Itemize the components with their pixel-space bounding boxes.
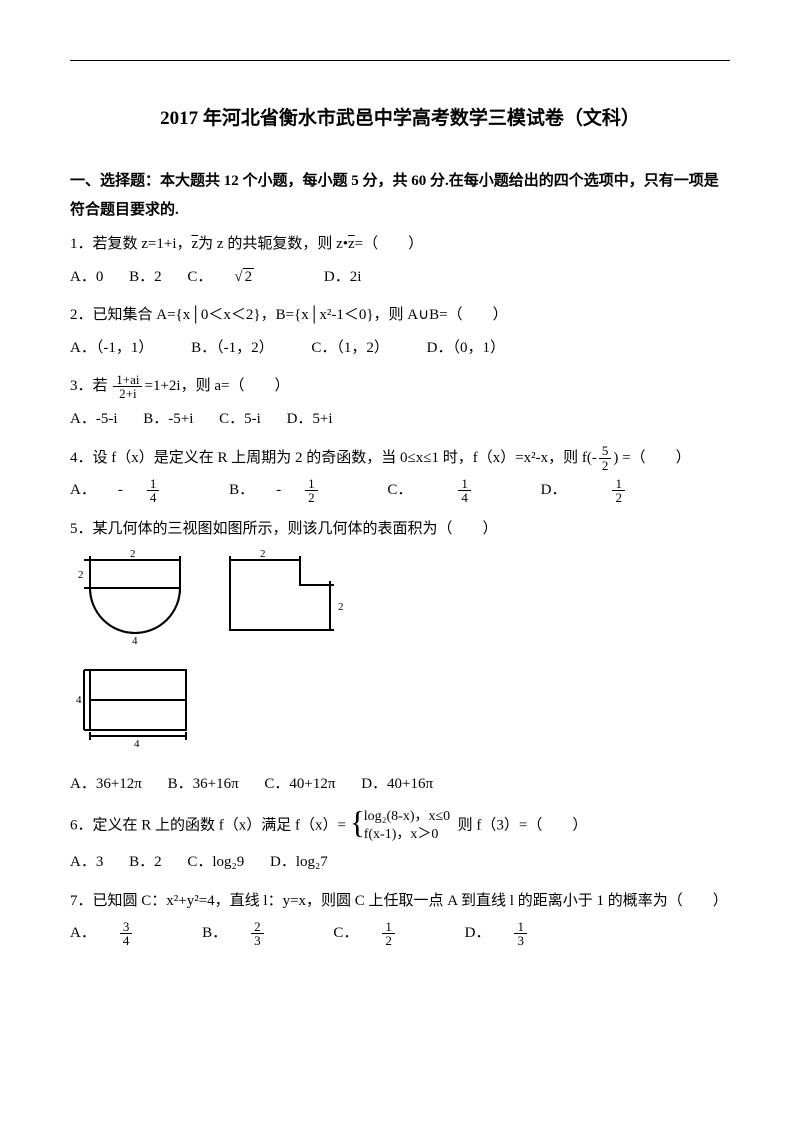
question-1: 1．若复数 z=1+i，z为 z 的共轭复数，则 z•z=（ ） <box>70 230 730 259</box>
q3-opt-b: B．-5+i <box>143 411 193 427</box>
q1-stem-a: 1．若复数 z=1+i， <box>70 236 192 252</box>
q4-fnum: 5 <box>599 444 612 459</box>
q2-options: A．（-1，1） B．（-1，2） C．（1，2） D．（0，1） <box>70 334 730 363</box>
q3-eq: =1+2i <box>144 378 180 394</box>
q5-options: A．36+12π B．36+16π C．40+12π D．40+16π <box>70 770 730 799</box>
q4-fcall: f(-52) <box>582 450 622 466</box>
q6-stem-b: 则 f（3）=（ ） <box>458 818 588 834</box>
q3-stem-b: ，则 a=（ ） <box>181 378 290 394</box>
svg-text:4: 4 <box>134 738 140 750</box>
three-view-figure: 2 2 4 2 2 4 4 <box>70 550 350 760</box>
piecewise-icon: { log₂(8-x)，x≤0 f(x-1)，x＞0 <box>350 808 450 844</box>
q5-opt-a: A．36+12π <box>70 776 142 792</box>
q3-options: A．-5-i B．-5+i C．5-i D．5+i <box>70 405 730 434</box>
z-bar-icon: z <box>348 236 355 252</box>
q6-opt-b: B．2 <box>129 854 162 870</box>
sqrt-icon: √2 <box>234 263 276 292</box>
q5-opt-b: B．36+16π <box>168 776 239 792</box>
q4-fden: 2 <box>599 459 612 473</box>
q3-opt-d: D．5+i <box>287 411 333 427</box>
question-4: 4．设 f（x）是定义在 R 上周期为 2 的奇函数，当 0≤x≤1 时，f（x… <box>70 444 730 473</box>
page-title: 2017 年河北省衡水市武邑中学高考数学三模试卷（文科） <box>70 101 730 137</box>
q1-stem-b: 为 z 的共轭复数，则 z• <box>198 236 348 252</box>
q2-opt-b: B．（-1，2） <box>191 340 274 356</box>
q6-opt-a: A．3 <box>70 854 103 870</box>
question-3: 3．若 1+ai 2+i =1+2i，则 a=（ ） <box>70 372 730 401</box>
q6-opt-c: C．log₂9 <box>187 854 244 870</box>
section-1-heading: 一、选择题：本大题共 12 个小题，每小题 5 分，共 60 分.在每小题给出的… <box>70 167 730 224</box>
q4-stem-a: 4．设 f（x）是定义在 R 上周期为 2 的奇函数，当 0≤x≤1 时，f（x… <box>70 450 578 466</box>
svg-text:2: 2 <box>338 601 344 613</box>
q1-opt-c: C．√2 <box>187 269 298 285</box>
q1-options: A．0 B．2 C．√2 D．2i <box>70 263 730 292</box>
q6-row1: log₂(8-x)，x≤0 <box>364 808 450 826</box>
q1-stem-c: =（ ） <box>355 236 423 252</box>
q2-opt-a: A．（-1，1） <box>70 340 153 356</box>
q7-opt-c: C．12 <box>333 925 439 941</box>
question-6: 6．定义在 R 上的函数 f（x）满足 f（x）= { log₂(8-x)，x≤… <box>70 808 730 844</box>
q3-opt-c: C．5-i <box>219 411 261 427</box>
q7-opt-b: B．23 <box>202 925 308 941</box>
q6-opt-d: D．log₂7 <box>270 854 328 870</box>
q5-opt-c: C．40+12π <box>264 776 335 792</box>
q5-opt-d: D．40+16π <box>361 776 433 792</box>
q4-options: A．-14 B．-12 C．14 D．12 <box>70 476 730 505</box>
q3-fraction: 1+ai 2+i <box>113 373 142 401</box>
question-2: 2．已知集合 A={x│0＜x＜2}，B={x│x²-1＜0}，则 A∪B=（ … <box>70 301 730 330</box>
q3-frac-num: 1+ai <box>113 373 142 388</box>
q6-stem-a: 6．定义在 R 上的函数 f（x）满足 f（x）= <box>70 818 346 834</box>
q3-stem-a: 3．若 <box>70 378 108 394</box>
q6-row2: f(x-1)，x＞0 <box>364 826 450 844</box>
q7-opt-d: D．13 <box>465 925 571 941</box>
q2-opt-c: C．（1，2） <box>311 340 389 356</box>
svg-text:4: 4 <box>132 635 138 647</box>
q3-frac-den: 2+i <box>113 387 142 401</box>
q1-opt-d: D．2i <box>324 269 362 285</box>
svg-text:2: 2 <box>130 550 136 560</box>
q4-stem-b: =（ ） <box>622 450 690 466</box>
svg-text:2: 2 <box>260 550 266 560</box>
q4-opt-a: A．-14 <box>70 482 203 498</box>
q3-opt-a: A．-5-i <box>70 411 118 427</box>
top-rule <box>70 60 730 61</box>
brace-icon: { <box>350 806 365 838</box>
q1-opt-a: A．0 <box>70 269 103 285</box>
question-7: 7．已知圆 C：x²+y²=4，直线 l：y=x，则圆 C 上任取一点 A 到直… <box>70 887 730 916</box>
svg-text:4: 4 <box>76 694 82 706</box>
q4-frac: 52 <box>599 444 612 472</box>
question-5: 5．某几何体的三视图如图所示，则该几何体的表面积为（ ） <box>70 515 730 544</box>
q4-opt-d: D．12 <box>541 482 669 498</box>
q7-options: A．34 B．23 C．12 D．13 <box>70 919 730 948</box>
q7-opt-a: A．34 <box>70 925 176 941</box>
svg-text:2: 2 <box>78 569 84 581</box>
q4-opt-c: C．14 <box>387 482 515 498</box>
q2-opt-d: D．（0，1） <box>427 340 505 356</box>
q4-opt-b: B．-12 <box>229 482 362 498</box>
q1-opt-b: B．2 <box>129 269 162 285</box>
q6-options: A．3 B．2 C．log₂9 D．log₂7 <box>70 848 730 877</box>
